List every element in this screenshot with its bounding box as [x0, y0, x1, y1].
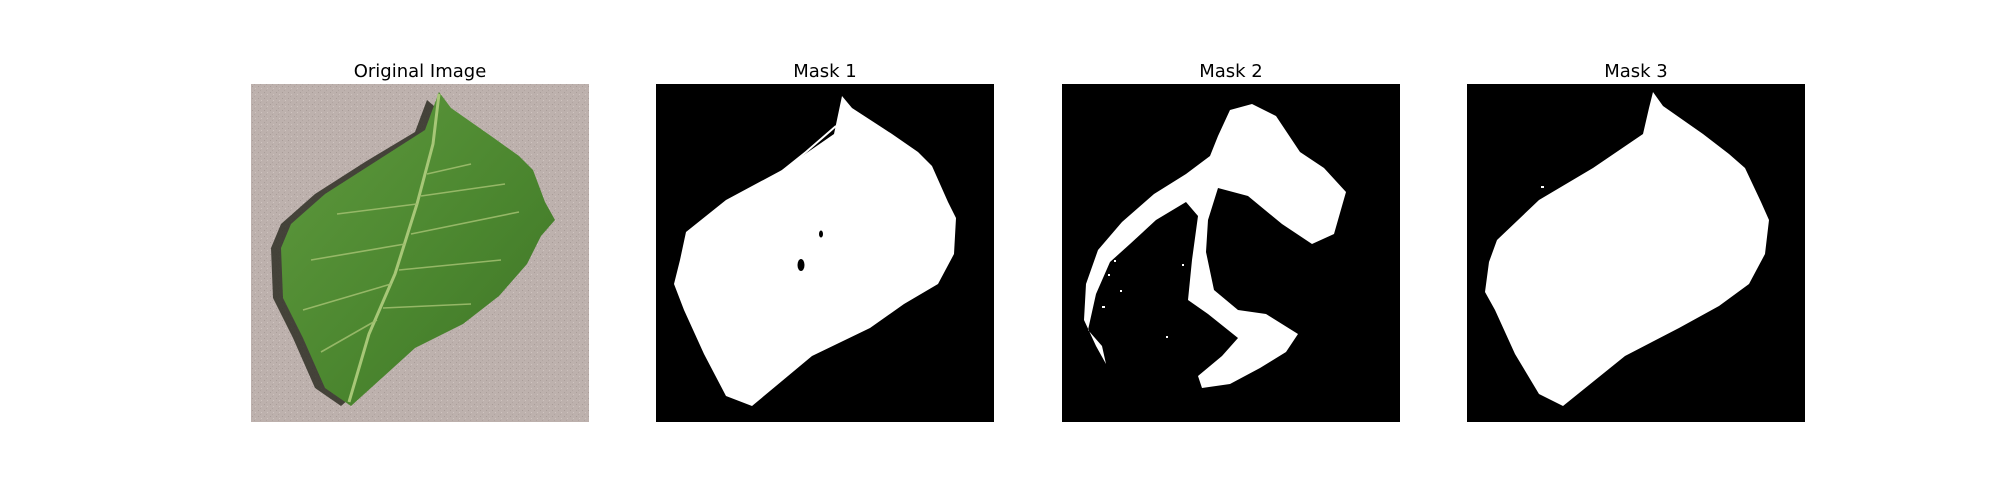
mask-2-image: [1062, 84, 1400, 422]
original-leaf-image: [251, 84, 589, 422]
mask-3-title: Mask 3: [1604, 61, 1668, 82]
mask-1-title: Mask 1: [793, 61, 857, 82]
mask-1-image: [656, 84, 994, 422]
original-image-title: Original Image: [353, 61, 487, 82]
original-image-panel: Original Image: [251, 59, 589, 422]
mask-2-title: Mask 2: [1199, 61, 1263, 82]
mask-3-image: [1467, 84, 1805, 422]
mask-1-panel: Mask 1: [656, 59, 994, 422]
mask-2-panel: Mask 2: [1062, 59, 1400, 422]
mask-3-panel: Mask 3: [1467, 59, 1805, 422]
